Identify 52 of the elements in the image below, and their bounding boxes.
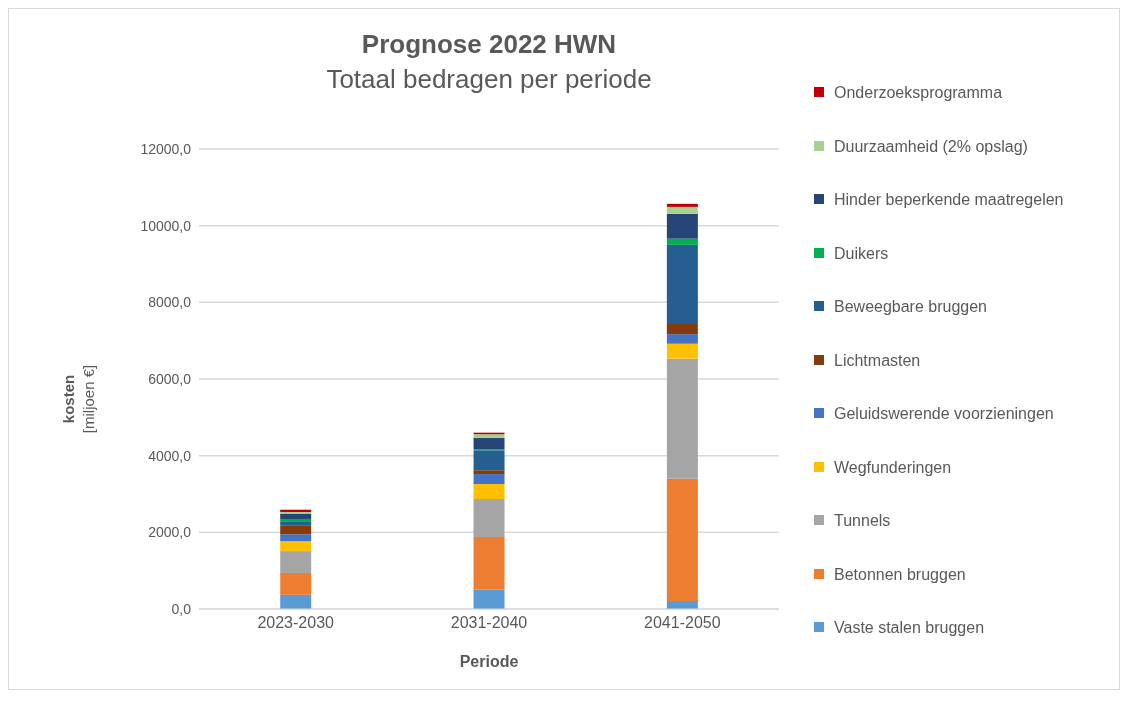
legend-label: Betonnen bruggen: [834, 564, 966, 585]
bar: [666, 478, 698, 601]
bar: [280, 594, 312, 609]
x-axis-title: Periode: [459, 653, 519, 670]
bar: [280, 513, 312, 520]
bar: [666, 206, 698, 214]
chart-title: Prognose 2022 HWN: [360, 29, 618, 60]
chart-subtitle: Totaal bedragen per periode: [325, 64, 653, 95]
bar: [280, 551, 312, 573]
bar: [473, 498, 505, 537]
bar: [473, 438, 505, 450]
y-tick-label: 2000,0: [148, 524, 192, 541]
bar: [473, 450, 505, 471]
legend-label: Tunnels: [834, 511, 891, 531]
legend-label: Geluidswerende voorzieningen: [834, 404, 1054, 424]
bar: [473, 536, 505, 590]
x-tick-label: 2031-2040: [450, 614, 528, 632]
bar: [666, 323, 698, 335]
y-axis-title: kosten [miljoen €]: [59, 363, 98, 436]
bar: [666, 238, 698, 245]
y-tick-label: 12000,0: [140, 140, 192, 157]
bar: [666, 203, 698, 207]
legend-label: Lichtmasten: [834, 350, 921, 371]
y-tick-label: 10000,0: [140, 217, 192, 234]
bar: [280, 572, 312, 595]
y-tick-label: 0,0: [171, 600, 192, 617]
legend-label: Beweegbare bruggen: [834, 297, 988, 317]
legend-label: Duurzaamheid (2% opslag): [834, 136, 1028, 157]
legend-label: Wegfunderingen: [834, 457, 952, 478]
bar: [473, 589, 505, 609]
y-tick-label: 8000,0: [148, 294, 192, 311]
bar: [473, 484, 505, 499]
y-tick-label: 6000,0: [148, 370, 192, 387]
bar: [666, 334, 698, 344]
x-tick-label: 2023-2030: [257, 614, 335, 632]
y-tick-label: 4000,0: [148, 447, 192, 464]
bar: [473, 470, 505, 475]
bar: [666, 343, 698, 359]
legend-label: Vaste stalen bruggen: [834, 618, 985, 638]
bar: [280, 541, 312, 552]
x-tick-label: 2041-2050: [644, 614, 721, 632]
bar: [666, 213, 698, 239]
bar: [280, 521, 312, 526]
legend-label: Hinder beperkende maatregelen: [834, 190, 1064, 210]
legend-label: Duikers: [834, 243, 889, 264]
bar: [666, 358, 698, 479]
bar: [473, 474, 505, 485]
bar: [280, 525, 312, 535]
bar: [473, 434, 505, 439]
legend-label: Onderzoeksprogramma: [834, 83, 1003, 103]
bar: [280, 534, 312, 542]
bar: [666, 244, 698, 324]
